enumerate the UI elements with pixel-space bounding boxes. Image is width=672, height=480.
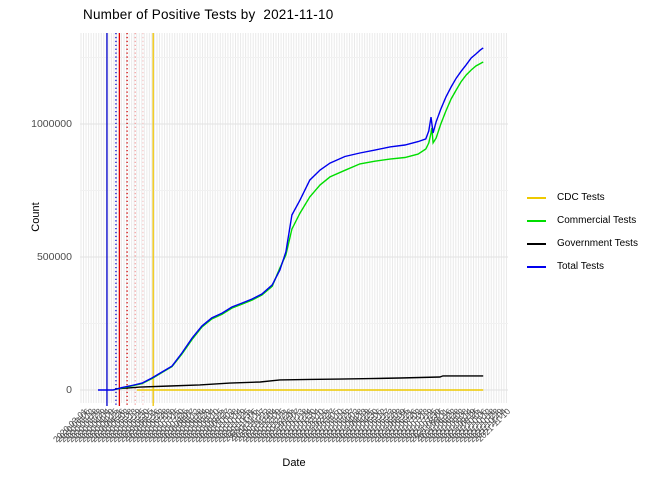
legend-key-line — [527, 196, 546, 199]
legend-label: Commercial Tests — [557, 215, 637, 226]
legend-entry: Commercial Tests — [527, 209, 638, 232]
legend-label: Total Tests — [557, 261, 605, 272]
legend-entry: Government Tests — [527, 232, 638, 255]
series-line-government-tests — [115, 375, 484, 390]
legend-key-line — [527, 242, 546, 245]
x-axis-title: Date — [282, 457, 306, 469]
y-tick-label: 1000000 — [31, 117, 72, 130]
legend-entry: CDC Tests — [527, 186, 638, 209]
legend-key-line — [527, 265, 546, 268]
legend-label: CDC Tests — [557, 192, 605, 203]
series-line-commercial-tests — [112, 61, 484, 391]
series-line-total-tests — [98, 47, 484, 391]
legend: CDC Tests Commercial Tests Government Test… — [527, 186, 638, 278]
legend-label: Government Tests — [557, 238, 638, 249]
legend-key-line — [527, 219, 546, 222]
y-tick-label: 0 — [66, 383, 72, 396]
legend-entry: Total Tests — [527, 255, 638, 278]
plot-title: Number of Positive Tests by 2021-11-10 — [83, 7, 334, 22]
y-tick-label: 500000 — [36, 250, 72, 263]
